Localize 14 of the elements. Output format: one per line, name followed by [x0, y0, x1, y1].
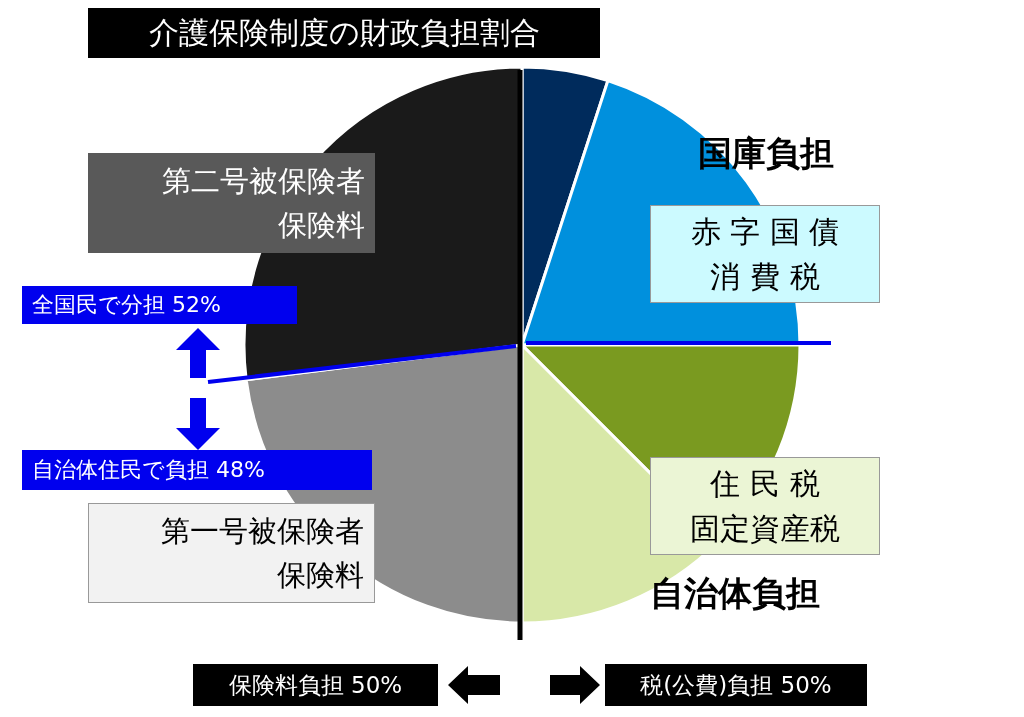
- text: 第一号被保険者: [88, 503, 375, 553]
- text: 固定資産税: [650, 506, 880, 555]
- text: 消 費 税: [650, 254, 880, 303]
- text: 自治体負担: [649, 571, 821, 615]
- text: 全国民で分担 52%: [22, 286, 297, 324]
- chart-title: 介護保険制度の財政負担割合: [88, 8, 600, 58]
- text: 住 民 税: [650, 457, 880, 506]
- text: 第二号被保険者: [88, 153, 375, 203]
- text: 税(公費)負担 50%: [605, 664, 867, 706]
- text: 保険料: [88, 553, 375, 603]
- text: 保険料負担 50%: [193, 664, 438, 706]
- text: 赤 字 国 債: [650, 205, 880, 254]
- text: 保険料: [88, 203, 375, 253]
- text: 自治体住民で負担 48%: [22, 450, 372, 490]
